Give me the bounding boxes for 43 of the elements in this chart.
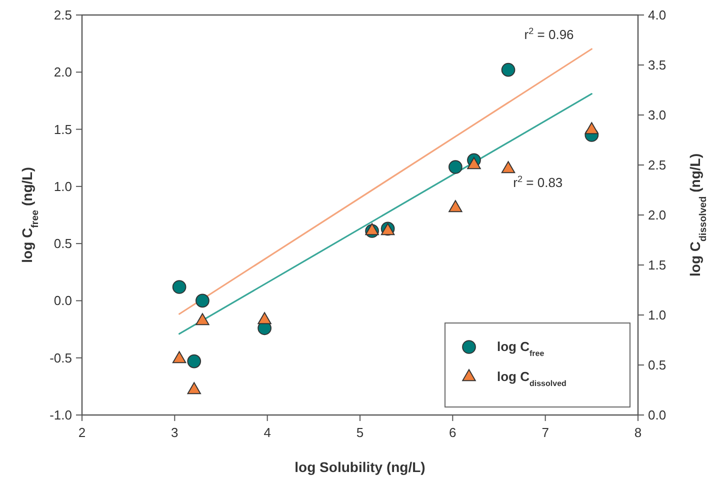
x-tick-label: 8 bbox=[634, 425, 642, 440]
y2-tick-label: 0.5 bbox=[648, 358, 666, 372]
x-tick-label: 5 bbox=[356, 425, 364, 440]
x-tick-label: 3 bbox=[171, 425, 178, 440]
annotation: r$^{2}$ = 0.96 bbox=[524, 26, 574, 42]
y2-tick-label: 4.0 bbox=[648, 8, 666, 22]
point bbox=[187, 354, 202, 368]
x-tick-label: 7 bbox=[542, 425, 549, 440]
point bbox=[501, 161, 516, 174]
y-tick-label: 2.5 bbox=[54, 8, 72, 22]
point bbox=[172, 351, 186, 364]
y2-tick-label: 1.0 bbox=[648, 308, 666, 322]
x-tick-label: 6 bbox=[449, 425, 456, 440]
point bbox=[448, 160, 462, 174]
x-tick-label: 2 bbox=[78, 425, 86, 440]
x-axis-title: log Solubility (ng/L) bbox=[294, 459, 426, 475]
y-tick-label: -0.5 bbox=[50, 350, 72, 366]
point bbox=[501, 62, 516, 77]
y2-tick-label: 3.0 bbox=[648, 108, 666, 122]
point bbox=[258, 312, 272, 324]
x-tick-label: 4 bbox=[264, 425, 271, 440]
y2-tick-label: 2.5 bbox=[648, 158, 666, 172]
point bbox=[187, 382, 201, 394]
y-tick-label: 0.0 bbox=[54, 293, 72, 308]
y2-tick-label: 3.5 bbox=[648, 58, 666, 72]
legend-label: log C$_{free}$ bbox=[497, 339, 545, 358]
y2-tick-label: 1.5 bbox=[648, 258, 666, 272]
point bbox=[365, 223, 379, 236]
point bbox=[172, 280, 186, 294]
point bbox=[448, 200, 462, 212]
y-tick-label: 1.0 bbox=[54, 178, 72, 194]
y-tick-label: -1.0 bbox=[50, 408, 72, 422]
y2-tick-label: 2.0 bbox=[648, 208, 666, 222]
point bbox=[196, 313, 210, 326]
legend-label: log C$_{dissolved}$ bbox=[497, 369, 567, 388]
y-tick-label: 1.5 bbox=[54, 122, 72, 137]
point bbox=[584, 122, 599, 134]
point bbox=[196, 294, 210, 308]
y-tick-label: 2.0 bbox=[54, 64, 72, 80]
y-tick-label: 0.5 bbox=[54, 236, 72, 252]
annotation: r$^{2}$ = 0.83 bbox=[513, 174, 563, 190]
y2-tick-label: 0.0 bbox=[648, 408, 666, 422]
point bbox=[467, 157, 481, 170]
